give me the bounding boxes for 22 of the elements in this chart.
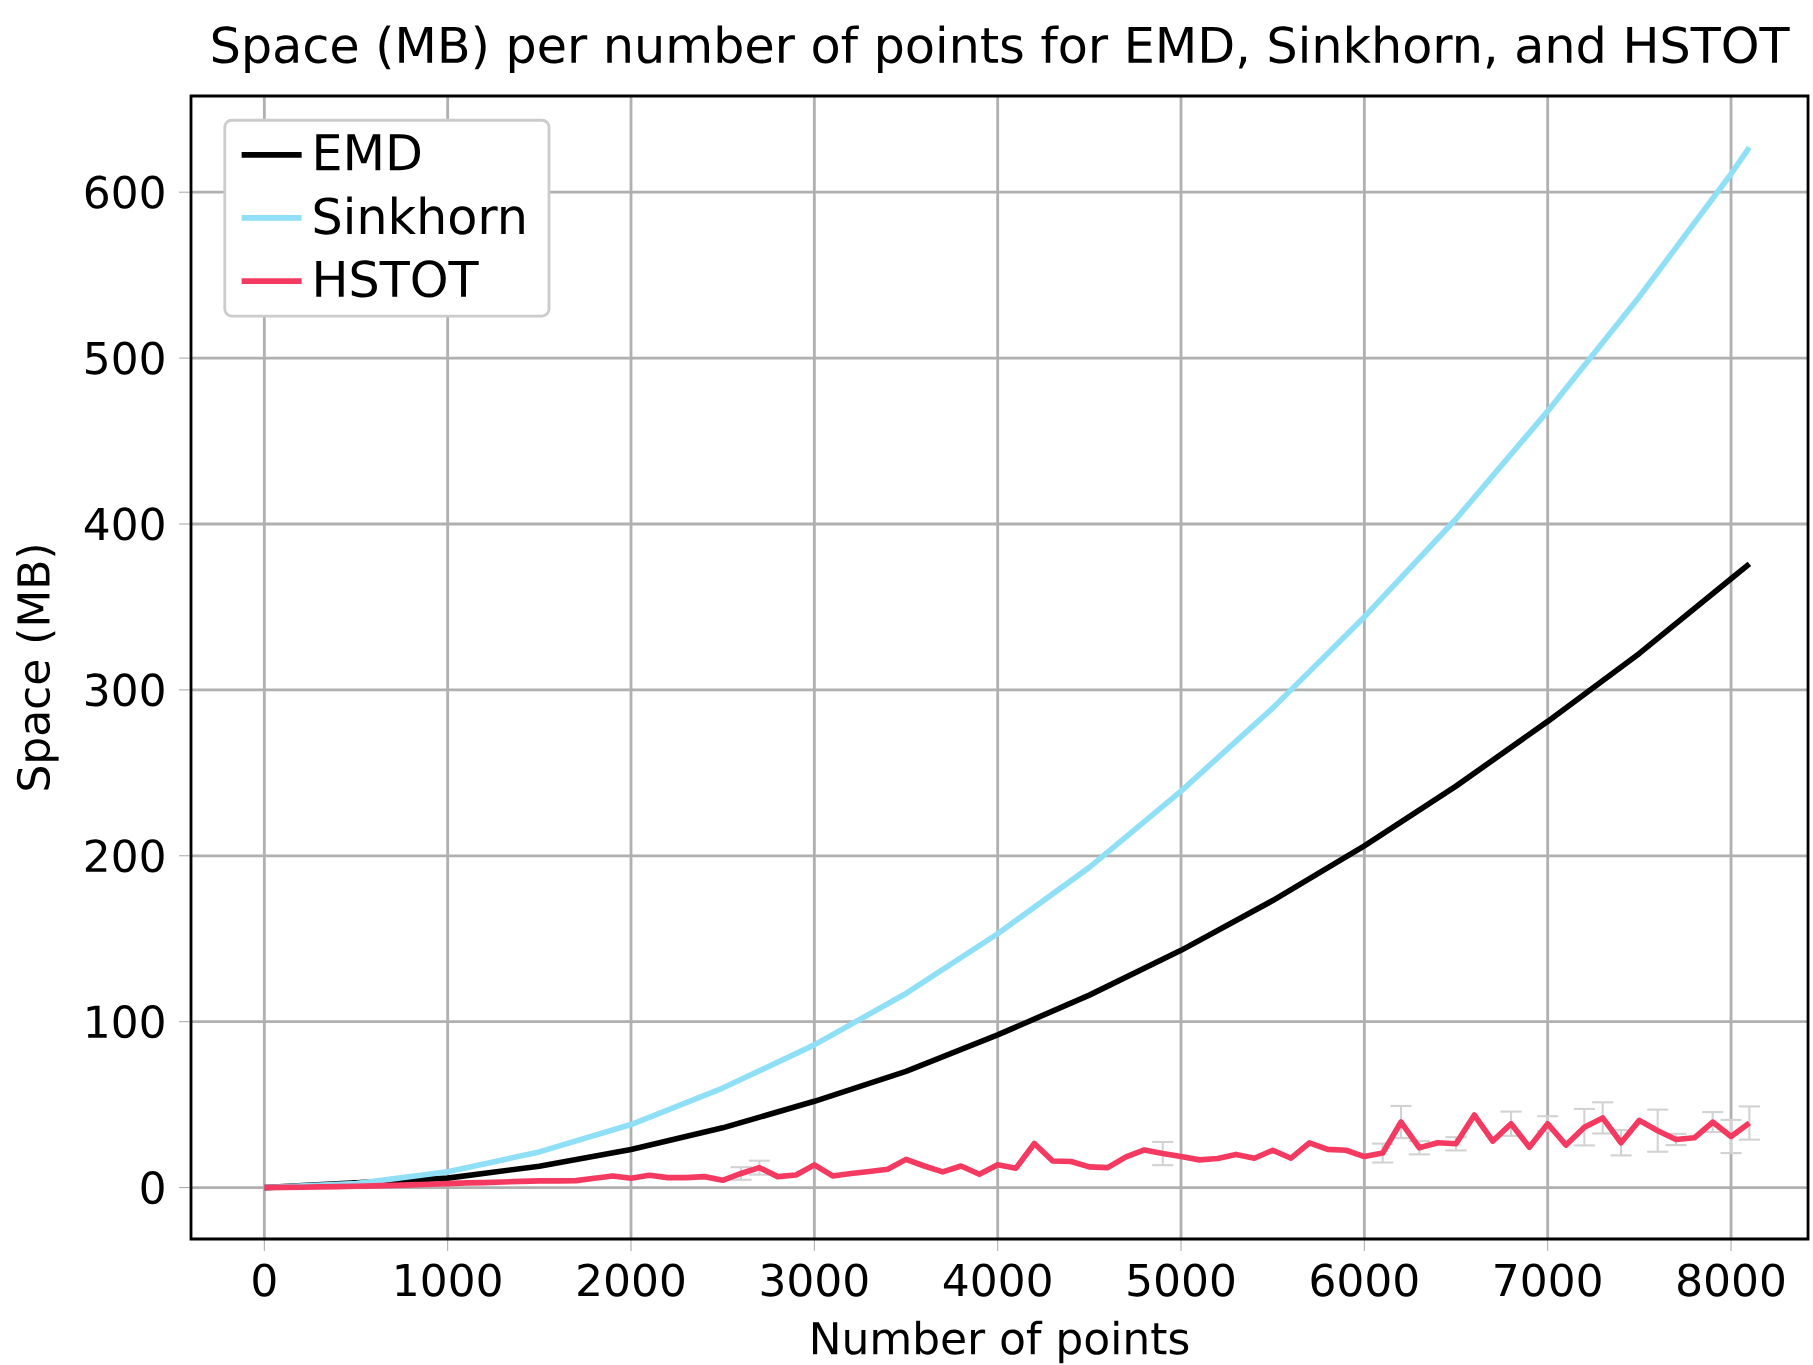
legend-label: HSTOT <box>316 260 479 298</box>
legend-label: Sinkhorn <box>314 196 524 235</box>
x-tick-label: 2000 <box>578 1263 684 1297</box>
x-tick-label: 0 <box>253 1263 276 1297</box>
x-tick-label: 3000 <box>761 1263 868 1297</box>
y-axis-title: Space (MB) <box>16 546 59 790</box>
x-tick-label: 7000 <box>1495 1263 1601 1297</box>
y-tick-label: 300 <box>86 673 164 707</box>
y-tick-label: 100 <box>87 1005 164 1039</box>
x-tick-label: 4000 <box>943 1263 1051 1297</box>
legend-label: EMD <box>316 134 421 171</box>
y-tick-label: 400 <box>84 507 164 541</box>
x-tick-label: 8000 <box>1678 1263 1784 1297</box>
y-tick-label: 0 <box>141 1170 164 1205</box>
x-tick-label: 5000 <box>1128 1263 1234 1297</box>
y-tick-label: 500 <box>86 341 164 375</box>
x-tick-label: 1000 <box>396 1263 501 1297</box>
x-axis-title: Number of points <box>812 1320 1189 1364</box>
y-tick-label: 600 <box>85 175 164 209</box>
chart-title: Space (MB) per number of points for EMD, Sinkhorn, and HSTOT <box>212 25 1790 74</box>
y-tick-label: 200 <box>85 839 164 873</box>
x-tick-label: 6000 <box>1311 1263 1418 1297</box>
